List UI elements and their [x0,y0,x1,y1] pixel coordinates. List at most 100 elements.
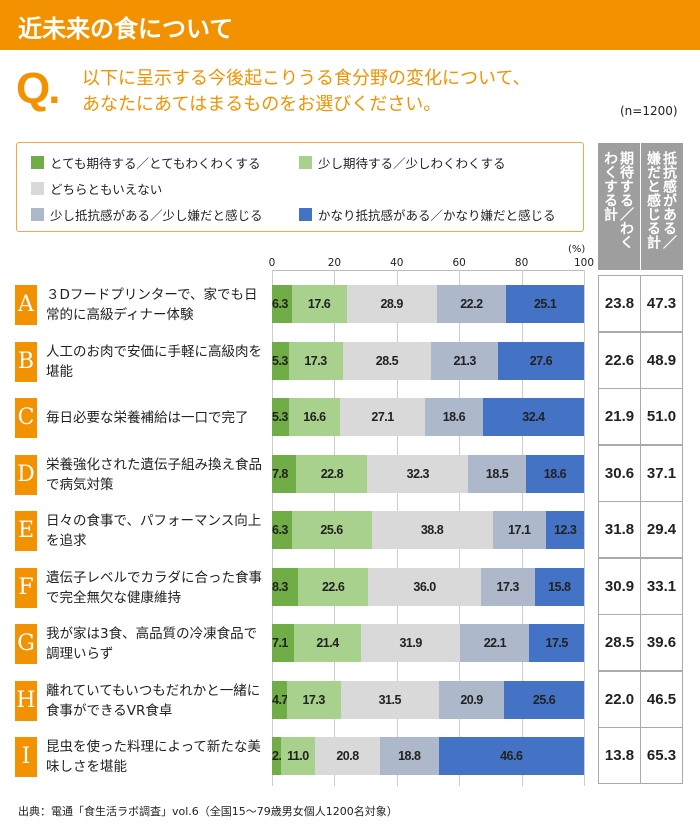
bar-segment: 7.8 [272,454,297,493]
total-negative-cell: 39.6 [640,614,683,671]
legend: とても期待する／とてもわくわくする 少し期待する／少しわくわくする どちらともい… [16,142,584,232]
gridline [584,270,585,786]
bar-segment: 31.5 [340,680,439,719]
row-letter-badge: H [15,680,37,721]
bar-segment: 25.6 [291,511,372,549]
row-label: 昆虫を使った料理によって新たな美味しさを堪能 [46,739,261,775]
bar-segment: 27.1 [340,398,425,436]
bar-segment: 6.3 [272,511,292,549]
bar-segment: 11.0 [280,737,316,775]
total-positive-cell: 30.9 [598,557,641,615]
total-positive-cell: 22.0 [598,670,641,728]
bar-segment: 22.1 [460,624,530,662]
total-positive-cell: 30.6 [598,444,641,502]
row-label: 我が家は3食、高品質の冷凍食品で調理いらず [46,626,258,662]
total-negative-cell: 29.4 [640,501,683,558]
total-positive-cell: 23.8 [598,275,641,332]
legend-item: かなり抵抗感がある／かなり嫌だと感じる [299,205,556,224]
x-tick-label: 0 [268,257,276,269]
bar-segment: 27.6 [497,341,584,380]
bar-segment: 22.8 [296,454,368,493]
bar-segment: 36.0 [368,567,481,606]
row-letter-badge: B [15,341,37,382]
total-positive-cell: 31.8 [598,501,641,558]
bar-segment: 18.6 [525,454,584,493]
row-label: 栄養強化された遺伝子組み換え食品で病気対策 [46,456,262,493]
row-letter-badge: F [15,567,37,608]
legend-item: どちらともいえない [31,179,162,198]
bar-segment: 25.1 [506,285,585,323]
bar-segment: 12.3 [545,511,585,549]
bar-segment: 8.3 [272,567,298,606]
total-negative-cell: 46.5 [640,670,683,728]
bar-segment: 17.3 [288,341,343,380]
row-letter-badge: E [15,511,37,551]
row-label: 日々の食事で、パフォーマンス向上を追求 [46,513,262,549]
bar-segment: 17.3 [286,680,341,719]
bar-segment: 16.6 [288,398,341,436]
total-negative-cell: 47.3 [640,275,683,332]
bar-segment: 22.6 [297,567,369,606]
legend-item: とても期待する／とてもわくわくする [31,153,261,172]
bar-segment: 20.8 [315,737,380,775]
bar-segment: 17.3 [480,567,535,606]
bar-segment: 25.6 [504,680,584,719]
row-label: 毎日必要な栄養補給は一口で完了 [46,410,249,426]
total-negative-cell: 65.3 [640,727,683,784]
bar-segment: 4.7 [272,680,288,719]
total-negative-cell: 37.1 [640,444,683,502]
row-letter-badge: D [15,454,37,495]
bar-segment: 22.2 [436,285,506,323]
bar-segment: 6.3 [272,285,292,323]
row-letter-badge: I [15,737,37,777]
header-negative-total: 抵抗感がある／嫌だと感じる計 [641,143,683,270]
x-tick-label: 20 [327,257,342,269]
total-negative-cell: 33.1 [640,557,683,615]
bar-segment: 5.3 [272,341,289,380]
bar-segment: 31.9 [360,624,461,662]
row-label: 遺伝子レベルでカラダに合った食事で完全無欠な健康維持 [46,569,262,606]
legend-label: どちらともいえない [50,182,163,197]
bar-segment: 7.1 [272,624,295,662]
question-mark: Q. [16,64,60,113]
legend-swatch [31,182,44,195]
legend-label: とても期待する／とてもわくわくする [50,156,261,171]
legend-swatch [31,208,44,221]
legend-label: かなり抵抗感がある／かなり嫌だと感じる [318,208,556,223]
legend-swatch [299,156,312,169]
question-text: 以下に呈示する今後起こりうる食分野の変化について、 あなたにあてはまるものをお選… [82,66,531,118]
legend-item: 少し抵抗感がある／少し嫌だと感じる [31,205,263,224]
legend-label: 少し期待する／少しわくわくする [318,156,506,171]
total-negative-cell: 51.0 [640,388,683,445]
legend-swatch [299,208,312,221]
row-label: ３Dフードプリンターで、家でも日常的に高級ディナー体験 [46,287,258,323]
x-tick-label: 80 [514,257,529,269]
x-tick-label: 40 [390,257,404,269]
x-tick-label: 60 [452,257,466,269]
row-letter-badge: G [15,624,37,664]
total-positive-cell: 22.6 [598,331,641,389]
row-letter-badge: A [15,285,37,325]
row-letter-badge: C [15,398,37,438]
header-positive-total: 期待する／わくわくする計 [598,143,640,270]
bar-segment: 15.8 [534,567,584,606]
sample-size: (n=1200) [620,104,678,118]
bar-segment: 21.4 [294,624,361,662]
bar-segment: 17.6 [291,285,347,323]
bar-segment: 18.5 [468,454,526,493]
axis-unit: (%) [568,244,586,255]
bar-segment: 20.9 [438,680,505,719]
bar-segment: 32.3 [367,454,469,493]
total-positive-cell: 21.9 [598,388,641,445]
legend-label: 少し抵抗感がある／少し嫌だと感じる [50,208,263,223]
legend-item: 少し期待する／少しわくわくする [299,153,506,172]
bar-segment: 28.9 [346,285,437,323]
legend-swatch [31,156,44,169]
total-negative-cell: 48.9 [640,331,683,389]
total-positive-cell: 28.5 [598,614,641,671]
bar-segment: 17.1 [492,511,546,549]
bar-segment: 38.8 [371,511,493,549]
bar-segment: 32.4 [482,398,584,436]
source-note: 出典：電通「食生活ラボ調査」vol.6（全国15～79歳男女個人1200名対象） [18,805,398,818]
bar-segment: 21.3 [431,341,498,380]
